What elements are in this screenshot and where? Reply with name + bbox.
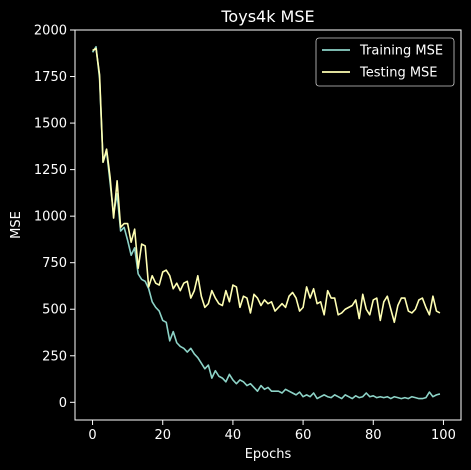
plot-frame — [74, 29, 462, 421]
x-tick-label: 0 — [88, 428, 96, 443]
y-tick-label: 250 — [42, 349, 67, 364]
series-line-training-mse — [91, 45, 441, 400]
legend-box — [315, 37, 455, 87]
y-tick-label: 1750 — [34, 70, 67, 85]
y-tick-label: 1250 — [34, 163, 67, 178]
y-tick-label: 1500 — [34, 117, 67, 132]
x-tick-label: 20 — [154, 428, 171, 443]
chart-title: Toys4k MSE — [220, 7, 314, 26]
legend-label: Training MSE — [359, 44, 443, 59]
y-axis-label: MSE — [9, 211, 24, 239]
x-tick-label: 40 — [225, 428, 242, 443]
x-tick-label: 60 — [295, 428, 312, 443]
y-tick-label: 1000 — [34, 210, 67, 225]
y-axis: 0 250 500 750 1000 1250 1500 1750 2000 — [34, 24, 75, 411]
y-tick-label: 750 — [42, 256, 67, 271]
y-tick-label: 0 — [59, 396, 67, 411]
y-tick-label: 500 — [42, 303, 67, 318]
legend-label: Testing MSE — [359, 66, 438, 81]
x-tick-label: 100 — [431, 428, 456, 443]
x-tick-label: 80 — [365, 428, 382, 443]
series-layer — [91, 45, 441, 400]
series-line-testing-mse — [92, 47, 441, 324]
y-tick-label: 2000 — [34, 24, 67, 39]
x-axis-label: Epochs — [245, 447, 292, 462]
x-axis: 0 20 40 60 80 100 — [88, 420, 456, 443]
legend: Training MSE Testing MSE — [315, 37, 455, 87]
